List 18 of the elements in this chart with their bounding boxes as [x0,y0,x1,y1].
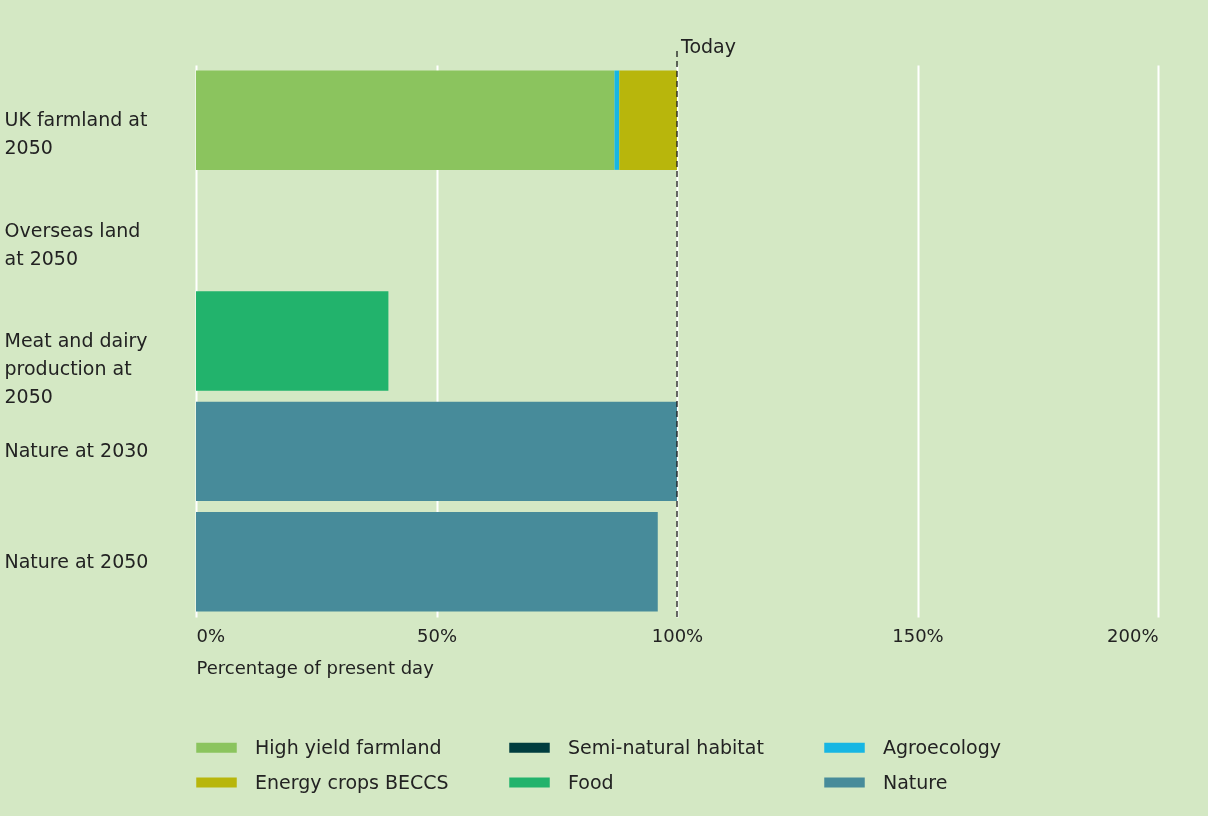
x-tick-label: 150% [892,624,944,646]
x-tick-label: 0% [196,624,226,646]
y-tick-label: UK farmland at 2050 [4,108,148,159]
y-tick-label: Meat and dairy production at 2050 [4,329,148,407]
legend-label: Semi-natural habitat [568,735,764,758]
ref-line-label: Today [680,35,736,57]
legend-label: Energy crops BECCS [255,770,449,793]
x-tick-label: 50% [416,624,458,646]
legend-label: High yield farmland [255,735,442,758]
legend-label: Nature [883,770,948,793]
legend-label: Food [568,770,614,793]
x-axis-title: Percentage of present day [196,656,435,678]
y-tick-label: Overseas land at 2050 [4,218,141,269]
x-tick-label: 100% [651,624,704,646]
y-tick-label: Nature at 2030 [4,439,149,462]
x-tick-label: 200% [1107,624,1159,646]
y-tick-label: Nature at 2050 [4,549,149,572]
legend-label: Agroecology [883,735,1002,758]
